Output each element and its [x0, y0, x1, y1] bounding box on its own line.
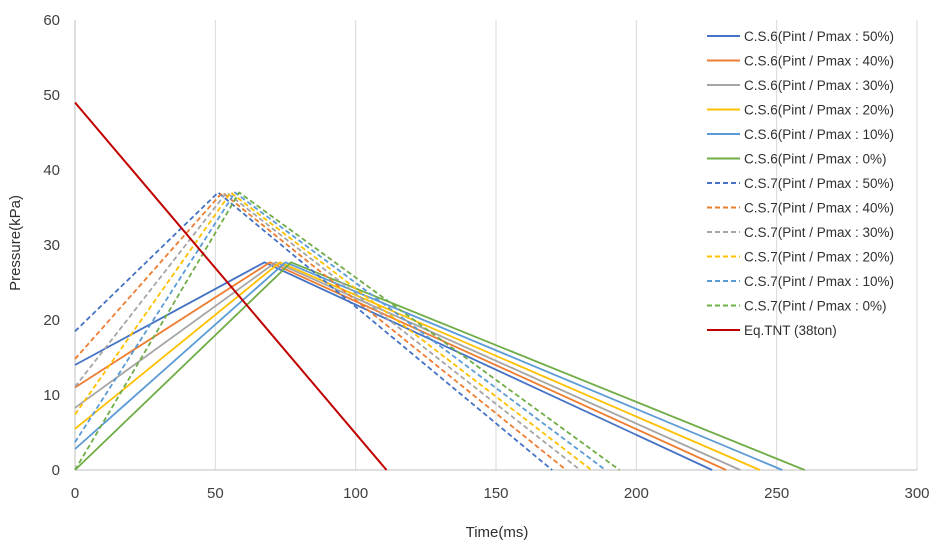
legend-label: C.S.6(Pint / Pmax : 20%): [744, 103, 894, 118]
series-line: [74, 191, 621, 471]
y-tick-label: 10: [43, 387, 60, 404]
series-line: [74, 101, 388, 471]
series-line: [74, 191, 553, 471]
legend-label: C.S.7(Pint / Pmax : 50%): [744, 176, 894, 191]
legend-label: C.S.7(Pint / Pmax : 30%): [744, 225, 894, 240]
legend: C.S.6(Pint / Pmax : 50%) C.S.6(Pint / Pma…: [707, 29, 894, 338]
y-tick-label: 30: [43, 237, 60, 254]
series-line: [74, 261, 761, 471]
series-line: [74, 191, 567, 471]
tick-labels: 0 50 100 150 200 250 300 0 10 20 30 40 50 60: [43, 12, 929, 502]
x-axis-title: Time(ms): [466, 524, 529, 541]
y-tick-label: 20: [43, 312, 60, 329]
legend-label: C.S.6(Pint / Pmax : 0%): [744, 152, 887, 167]
series-line: [74, 261, 783, 471]
legend-label: C.S.6(Pint / Pmax : 40%): [744, 54, 894, 69]
axes: [74, 20, 917, 471]
y-tick-label: 0: [52, 462, 60, 479]
x-tick-label: 100: [343, 485, 368, 502]
series-line: [74, 191, 607, 471]
y-tick-label: 40: [43, 162, 60, 179]
grid-lines: [214, 20, 918, 470]
x-tick-label: 300: [904, 485, 929, 502]
legend-label: C.S.7(Pint / Pmax : 20%): [744, 250, 894, 265]
series-line: [74, 191, 581, 471]
legend-label: C.S.7(Pint / Pmax : 0%): [744, 299, 887, 314]
x-tick-label: 0: [71, 485, 79, 502]
x-tick-label: 200: [624, 485, 649, 502]
legend-label: C.S.7(Pint / Pmax : 40%): [744, 201, 894, 216]
legend-label: Eq.TNT (38ton): [744, 323, 837, 338]
legend-label: C.S.6(Pint / Pmax : 50%): [744, 29, 894, 44]
x-tick-label: 250: [764, 485, 789, 502]
y-axis-title: Pressure(kPa): [7, 195, 24, 291]
series-line: [74, 261, 741, 471]
legend-label: C.S.7(Pint / Pmax : 10%): [744, 274, 894, 289]
series-lines: [74, 101, 806, 471]
x-tick-label: 150: [483, 485, 508, 502]
series-line: [74, 191, 592, 471]
legend-label: C.S.6(Pint / Pmax : 10%): [744, 127, 894, 142]
series-line: [74, 261, 727, 471]
series-line: [74, 261, 713, 471]
y-tick-label: 50: [43, 87, 60, 104]
legend-label: C.S.6(Pint / Pmax : 30%): [744, 78, 894, 93]
series-line: [74, 261, 806, 471]
x-tick-label: 50: [207, 485, 224, 502]
y-tick-label: 60: [43, 12, 60, 29]
